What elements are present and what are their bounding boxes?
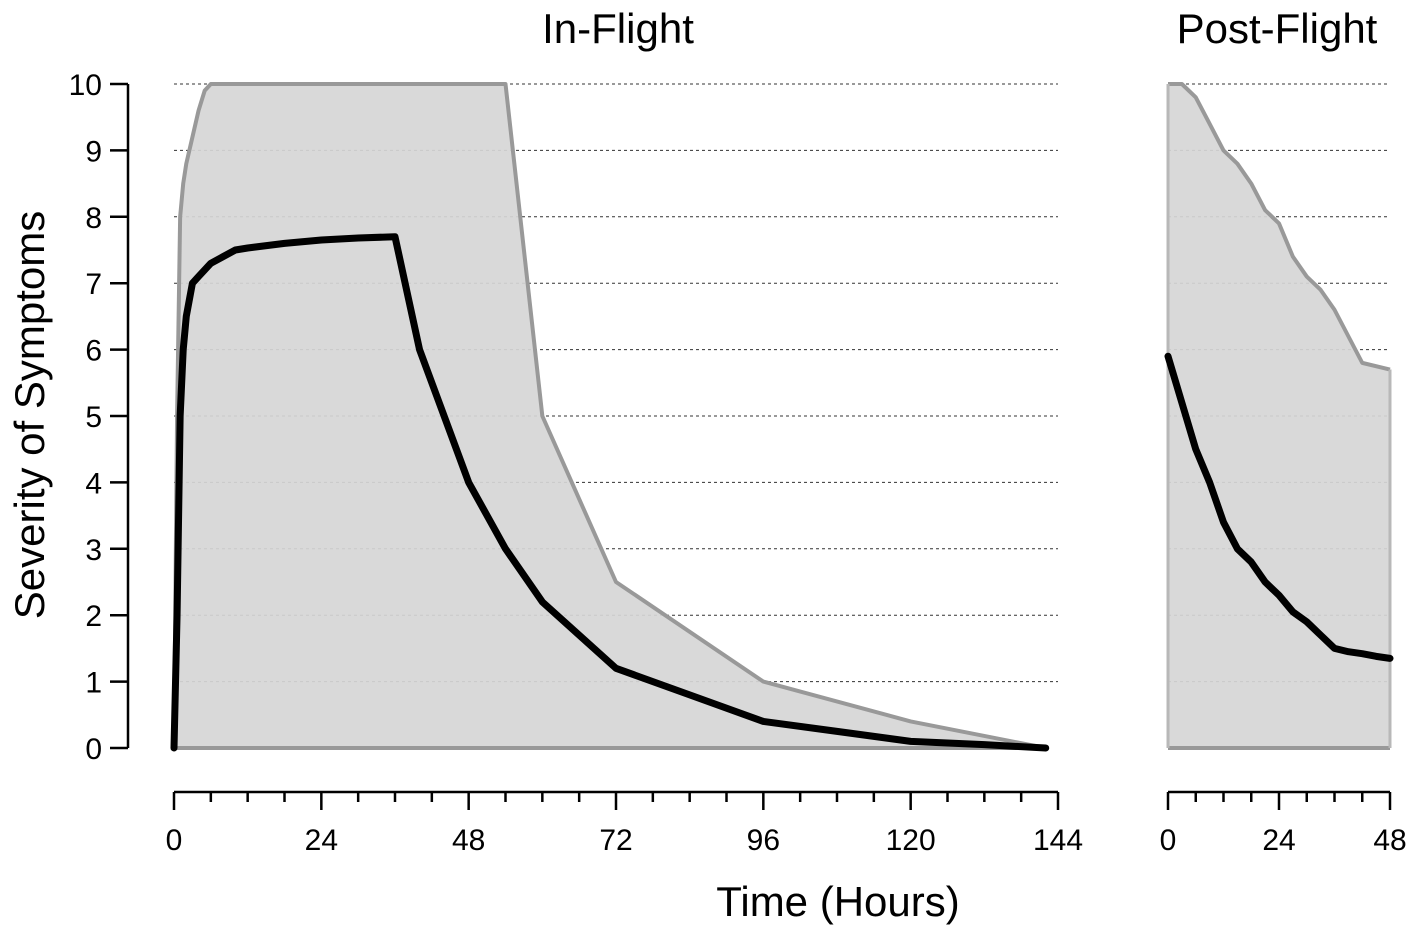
series-line — [170, 233, 1050, 752]
y-tick-label: 6 — [85, 335, 102, 368]
range-band-upper-edge — [1168, 82, 1391, 372]
post-flight-panel: 0 24 48 Post-Flight — [1160, 5, 1407, 857]
y-tick-label: 1 — [85, 667, 102, 700]
in-flight-panel: 0 1 2 3 4 5 6 7 8 9 10 0 24 48 72 96 120 144 In-Flight — [69, 5, 1083, 857]
x-tick-label: 0 — [166, 824, 183, 857]
x-tick-label: 24 — [305, 824, 338, 857]
post-flight-title: Post-Flight — [1177, 5, 1378, 52]
in-flight-axes: 0 1 2 3 4 5 6 7 8 9 10 0 24 48 72 96 120 144 — [69, 69, 1083, 857]
y-tick-label: 3 — [85, 534, 102, 567]
range-band-fill — [1168, 84, 1390, 748]
x-tick-label: 24 — [1262, 824, 1295, 857]
in-flight-range-band — [172, 82, 1047, 750]
y-tick-label: 10 — [69, 69, 102, 102]
y-tick-label: 4 — [85, 467, 102, 500]
x-tick-label: 48 — [452, 824, 485, 857]
in-flight-series — [170, 233, 1050, 752]
x-tick-label: 48 — [1373, 824, 1406, 857]
x-tick-label: 120 — [886, 824, 936, 857]
y-axis-label: Severity of Symptoms — [6, 211, 53, 619]
x-tick-label: 96 — [747, 824, 780, 857]
post-flight-range-band — [1166, 82, 1392, 750]
y-tick-label: 5 — [85, 401, 102, 434]
post-flight-axes: 0 24 48 — [1160, 790, 1407, 857]
y-tick-label: 2 — [85, 600, 102, 633]
y-tick-label: 7 — [85, 268, 102, 301]
y-tick-label: 8 — [85, 202, 102, 235]
range-band-fill — [174, 84, 1046, 748]
y-tick-label: 9 — [85, 135, 102, 168]
series-line — [1164, 352, 1394, 662]
range-band-upper-edge — [172, 82, 1047, 750]
x-tick-label: 144 — [1033, 824, 1083, 857]
in-flight-title: In-Flight — [542, 5, 694, 52]
x-tick-label: 72 — [599, 824, 632, 857]
y-tick-label: 0 — [85, 733, 102, 766]
x-axis-label: Time (Hours) — [716, 878, 959, 925]
post-flight-series — [1164, 352, 1394, 662]
x-tick-label: 0 — [1160, 824, 1177, 857]
